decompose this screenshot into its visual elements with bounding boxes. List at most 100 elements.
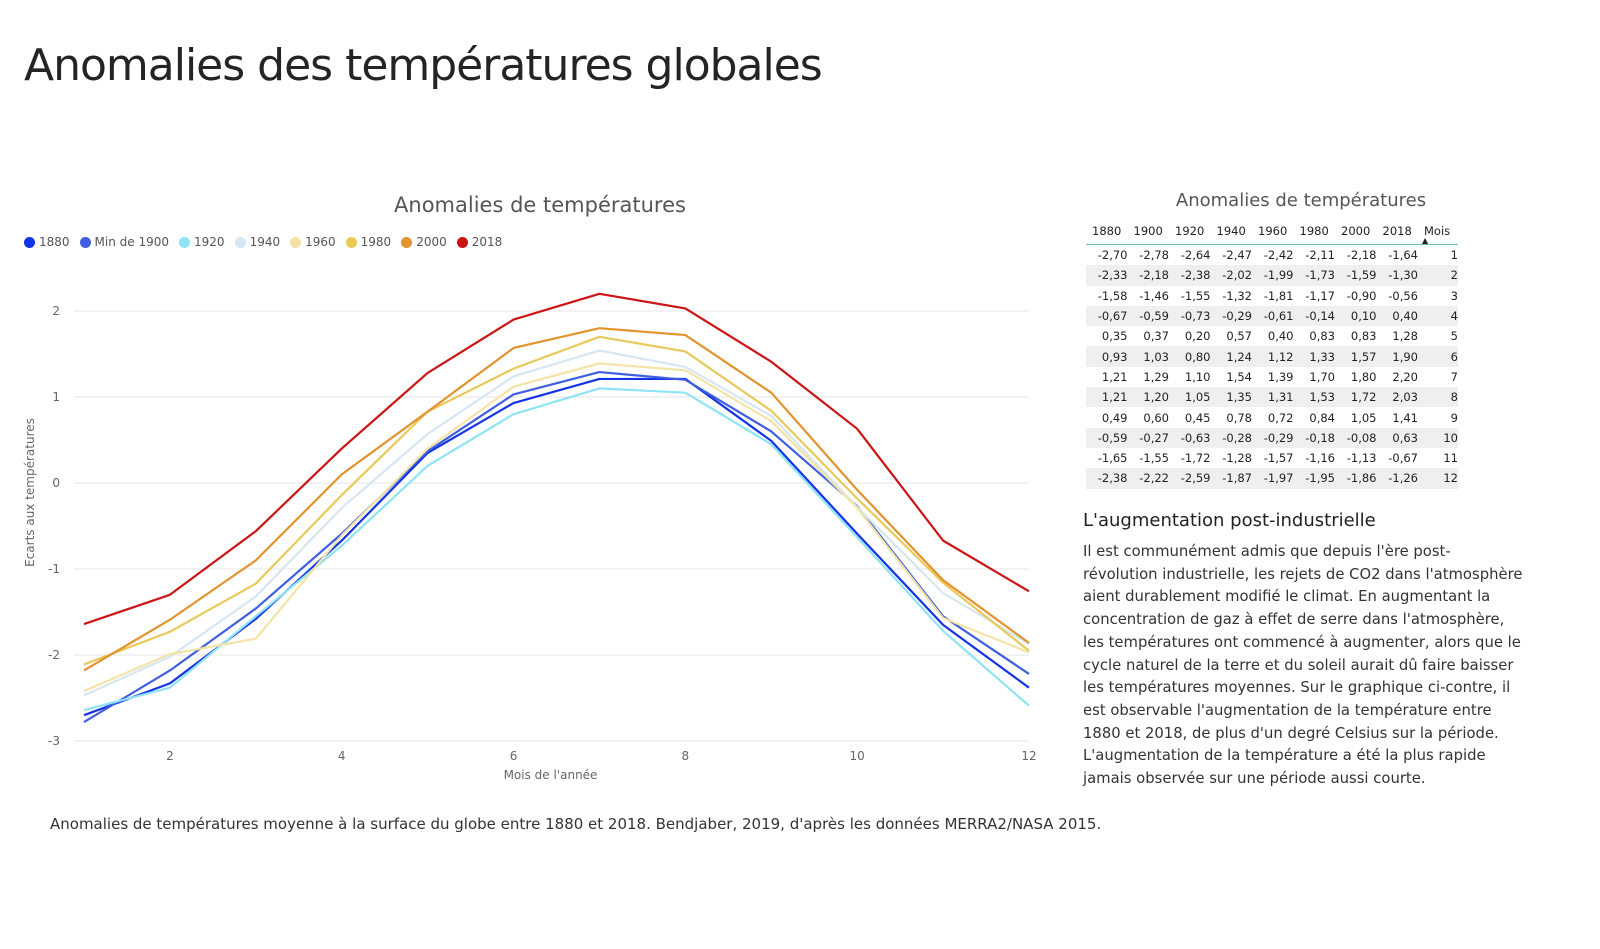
table-cell: 1,31	[1252, 387, 1294, 408]
table-cell: 0,63	[1376, 427, 1418, 448]
table-cell: 9	[1450, 410, 1458, 425]
table-cell: 5	[1450, 329, 1458, 344]
table-cell: -1,57	[1263, 451, 1294, 466]
column-header-label: 1920	[1175, 224, 1205, 238]
table-cell: -1,81	[1263, 288, 1294, 303]
table-cell: -2,42	[1263, 248, 1294, 263]
legend-marker-icon	[456, 236, 468, 248]
table-cell: -0,29	[1210, 305, 1252, 327]
legend-marker-icon	[290, 236, 302, 248]
table-cell: 1,10	[1184, 369, 1211, 384]
table-row[interactable]: -1,65 -1,55 -1,72 -1,28 -1,57 -1,16 -1,13 -0,67…	[1086, 448, 1458, 468]
table-cell: -0,67	[1388, 451, 1418, 466]
column-header[interactable]: 1980	[1293, 222, 1335, 245]
table-cell: 0,40	[1267, 329, 1294, 344]
table-cell: -1,46	[1139, 288, 1169, 303]
x-tick-label: 6	[510, 749, 518, 763]
legend-label: Min de 1900	[94, 235, 170, 249]
table-row[interactable]: -0,67 -0,59 -0,73 -0,29 -0,61 -0,14 0,10 0,40 4	[1086, 305, 1458, 327]
table-cell: 6	[1418, 346, 1458, 367]
table-cell: -0,59	[1086, 427, 1128, 448]
chart-legend[interactable]: 1880 Min de 1900 1920 1940 1960 1980 2000 2018	[24, 235, 502, 249]
column-header[interactable]: 1940	[1210, 222, 1252, 245]
table-cell: 1,29	[1143, 369, 1169, 384]
table-cell: 1,12	[1252, 346, 1294, 367]
y-tick-label: 1	[52, 390, 60, 404]
legend-label: 1920	[194, 235, 225, 249]
legend-marker-icon	[24, 236, 35, 248]
table-cell: 1,80	[1350, 369, 1377, 384]
table-row[interactable]: 0,49 0,60 0,45 0,78 0,72 0,84 1,05 1,41 9	[1086, 407, 1458, 427]
table-cell: 0,83	[1350, 329, 1377, 344]
column-header-label: 1900	[1133, 224, 1163, 238]
table-cell: -1,99	[1252, 265, 1294, 286]
table-cell: 1,57	[1335, 346, 1377, 367]
table-cell: -0,73	[1169, 305, 1211, 327]
x-axis-label: Mois de l'année	[504, 768, 598, 782]
table-cell: -1,86	[1335, 468, 1377, 489]
series-line-1920	[83, 387, 1030, 712]
series-line-1960	[83, 362, 1030, 693]
article-heading: L'augmentation post-industrielle	[1083, 510, 1376, 531]
table-row[interactable]: -2,33 -2,18 -2,38 -2,02 -1,99 -1,73 -1,59 -1,30…	[1086, 265, 1458, 286]
legend-label: 1880	[39, 235, 70, 249]
page-title: Anomalies des températures globales	[24, 40, 823, 91]
table-row[interactable]: -2,70 -2,78 -2,64 -2,47 -2,42 -2,11 -2,18 -1,64…	[1086, 245, 1458, 266]
legend-marker-icon	[401, 236, 413, 248]
legend-item[interactable]: 1920	[179, 235, 225, 249]
table-cell: -0,59	[1127, 305, 1169, 327]
table-row[interactable]: 0,93 1,03 0,80 1,24 1,12 1,33 1,57 1,90 6	[1086, 346, 1458, 367]
table-header-row: 1880 1900 1920 1940 1960 1980 2000 2018 Mois ▲	[1086, 222, 1458, 245]
table-cell: -0,27	[1127, 427, 1169, 448]
column-header[interactable]: 2018	[1376, 222, 1418, 245]
chart-caption: Anomalies de températures moyenne à la s…	[50, 815, 1102, 833]
table-cell: 1,24	[1210, 346, 1252, 367]
table-cell: 1,70	[1309, 369, 1335, 384]
column-header-label: 2018	[1382, 224, 1412, 238]
table-cell: 1,03	[1127, 346, 1169, 367]
table-cell: -1,55	[1180, 288, 1211, 303]
table-cell: 1,72	[1335, 387, 1377, 408]
table-cell: -2,22	[1127, 468, 1169, 489]
y-tick-label: -2	[48, 648, 60, 662]
table-cell: 7	[1450, 369, 1458, 384]
anomaly-table[interactable]: 1880 1900 1920 1940 1960 1980 2000 2018 Mois ▲ -2…	[1086, 222, 1458, 489]
column-header[interactable]: 1920	[1169, 222, 1211, 245]
table-cell: -1,28	[1222, 451, 1252, 466]
table-row[interactable]: -0,59 -0,27 -0,63 -0,28 -0,29 -0,18 -0,08 0,63 1…	[1086, 427, 1458, 448]
column-header[interactable]: 1880	[1086, 222, 1128, 245]
legend-marker-icon	[179, 236, 191, 248]
column-header[interactable]: Mois ▲	[1418, 222, 1458, 245]
table-cell: -1,17	[1305, 288, 1335, 303]
table-cell: -2,33	[1086, 265, 1128, 286]
column-header[interactable]: 1960	[1252, 222, 1294, 245]
table-cell: 1,53	[1293, 387, 1335, 408]
legend-item[interactable]: 2018	[456, 235, 502, 249]
table-cell: -2,38	[1169, 265, 1211, 286]
table-row[interactable]: 1,21 1,29 1,10 1,54 1,39 1,70 1,80 2,20 7	[1086, 367, 1458, 387]
table-row[interactable]: -1,58 -1,46 -1,55 -1,32 -1,81 -1,17 -0,90 -0,56…	[1086, 286, 1458, 306]
legend-item[interactable]: Min de 1900	[79, 235, 170, 249]
column-header[interactable]: 2000	[1335, 222, 1377, 245]
table-row[interactable]: 1,21 1,20 1,05 1,35 1,31 1,53 1,72 2,03 8	[1086, 387, 1458, 408]
table-cell: 0,78	[1226, 410, 1252, 425]
y-tick-label: 0	[52, 476, 60, 490]
legend-item[interactable]: 1960	[290, 235, 336, 249]
legend-item[interactable]: 2000	[401, 235, 447, 249]
x-tick-label: 8	[682, 749, 690, 763]
legend-marker-icon	[234, 236, 246, 248]
legend-item[interactable]: 1880	[24, 235, 70, 249]
legend-item[interactable]: 1940	[234, 235, 280, 249]
column-header-label: 1980	[1299, 224, 1329, 238]
chart-title: Anomalies de températures	[394, 193, 686, 217]
column-header[interactable]: 1900	[1127, 222, 1169, 245]
table-row[interactable]: -2,38 -2,22 -2,59 -1,87 -1,97 -1,95 -1,86 -1,26…	[1086, 468, 1458, 489]
table-row[interactable]: 0,35 0,37 0,20 0,57 0,40 0,83 0,83 1,28 5	[1086, 326, 1458, 346]
y-axis-label: Ecarts aux températures	[23, 418, 37, 567]
column-header-label: 1940	[1216, 224, 1246, 238]
legend-item[interactable]: 1980	[345, 235, 391, 249]
table-cell: 4	[1418, 305, 1458, 327]
legend-marker-icon	[79, 236, 91, 248]
table-cell: -2,18	[1127, 265, 1169, 286]
